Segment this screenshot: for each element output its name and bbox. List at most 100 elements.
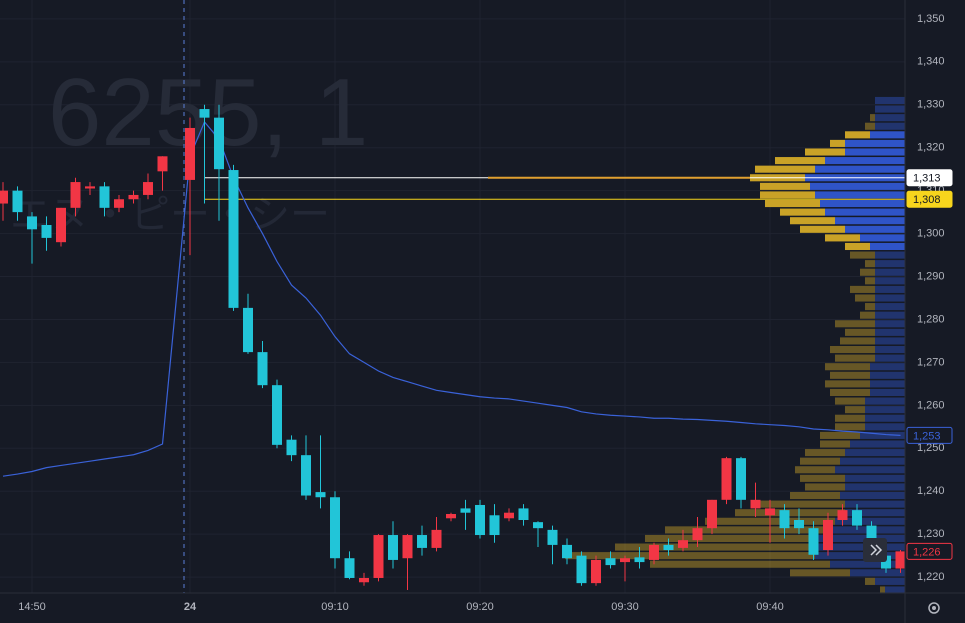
profile-up [860, 268, 875, 276]
candles [0, 104, 906, 590]
profile-up [780, 208, 825, 216]
candle-body [228, 170, 239, 308]
candle-body [794, 520, 804, 529]
y-tick-label: 1,300 [917, 227, 945, 239]
profile-down [810, 182, 905, 190]
x-tick-label: 09:20 [466, 601, 494, 613]
profile-up [880, 586, 885, 594]
y-tick-label: 1,260 [917, 399, 945, 411]
candle-body [431, 529, 442, 548]
profile-down [860, 431, 905, 439]
profile-up [795, 466, 835, 474]
profile-down [875, 122, 905, 130]
profile-down [870, 131, 905, 139]
profile-down [875, 114, 905, 122]
profile-down [865, 423, 905, 431]
profile-down [870, 380, 905, 388]
y-tick-label: 1,230 [917, 528, 945, 540]
profile-up [860, 311, 875, 319]
profile-down [825, 526, 905, 534]
profile-up [830, 388, 870, 397]
profile-up [825, 363, 870, 371]
profile-down [870, 242, 905, 251]
profile-down [860, 234, 905, 242]
profile-up [845, 328, 875, 336]
profile-up [765, 199, 820, 208]
profile-up [830, 345, 875, 354]
profile-up [800, 457, 840, 465]
vwap-line [2, 120, 901, 477]
candle-body [533, 522, 543, 529]
candle-body [373, 535, 384, 578]
profile-up [830, 139, 845, 147]
x-tick-label: 09:10 [321, 601, 349, 613]
profile-down [875, 268, 905, 276]
profile-down [835, 217, 905, 225]
candle-body [692, 528, 703, 541]
profile-up [805, 148, 845, 156]
profile-up [665, 526, 825, 534]
profile-down [845, 225, 905, 233]
profile-up [790, 491, 840, 500]
profile-up [865, 577, 875, 585]
profile-up [865, 122, 875, 130]
candle-body [576, 555, 587, 584]
candle-body [518, 508, 529, 521]
vwap [2, 120, 901, 477]
profile-up [645, 534, 815, 543]
candle-body [185, 127, 195, 180]
candle-body [12, 190, 23, 213]
profile-up [800, 225, 845, 233]
candle-body [344, 558, 355, 578]
price-label-box [906, 169, 953, 187]
profile-down [870, 388, 905, 397]
profile-down [820, 199, 905, 208]
price-label-box [906, 542, 953, 560]
candle-body [446, 513, 456, 519]
candle-body [199, 109, 210, 118]
profile-up [755, 165, 815, 173]
candle-body [330, 497, 340, 559]
candle-body [460, 508, 471, 513]
profile-down [835, 466, 905, 474]
y-tick-label: 1,240 [917, 485, 945, 497]
candle-body [823, 520, 833, 551]
x-tick-label: 09:40 [756, 601, 784, 613]
profile-down [845, 474, 905, 482]
profile-down [825, 157, 905, 165]
candle-body [417, 535, 427, 548]
candle-body [649, 544, 659, 560]
profile-up [820, 440, 850, 448]
candle-body [388, 535, 398, 560]
price-label: 1,226 [913, 546, 941, 558]
candle-body [70, 182, 81, 208]
candle-body [562, 544, 572, 559]
profile-down [870, 371, 905, 379]
grid [0, 0, 905, 593]
profile-up [650, 560, 830, 568]
profile-down [815, 165, 905, 173]
y-tick-label: 1,270 [917, 356, 945, 368]
profile-up [835, 320, 875, 328]
profile-up [755, 500, 845, 508]
scroll-button[interactable] [863, 538, 887, 562]
profile-up [825, 234, 860, 242]
profile-up [800, 474, 845, 482]
candle-body [0, 190, 8, 204]
price-label: 1,308 [913, 194, 941, 206]
profile-up [855, 294, 875, 302]
x-tick-label: 09:30 [611, 601, 639, 613]
candle-body [765, 508, 775, 516]
candle-body [243, 307, 253, 353]
candle-body [128, 194, 139, 200]
x-tick-label: 24 [184, 601, 197, 613]
settings-button[interactable] [928, 602, 940, 614]
profile-down [875, 303, 905, 311]
profile-down [875, 345, 905, 354]
profile-down [845, 449, 905, 457]
profile-up [805, 483, 845, 491]
candle-body [41, 225, 52, 238]
candle-body [837, 510, 848, 521]
profile-up [870, 114, 875, 122]
